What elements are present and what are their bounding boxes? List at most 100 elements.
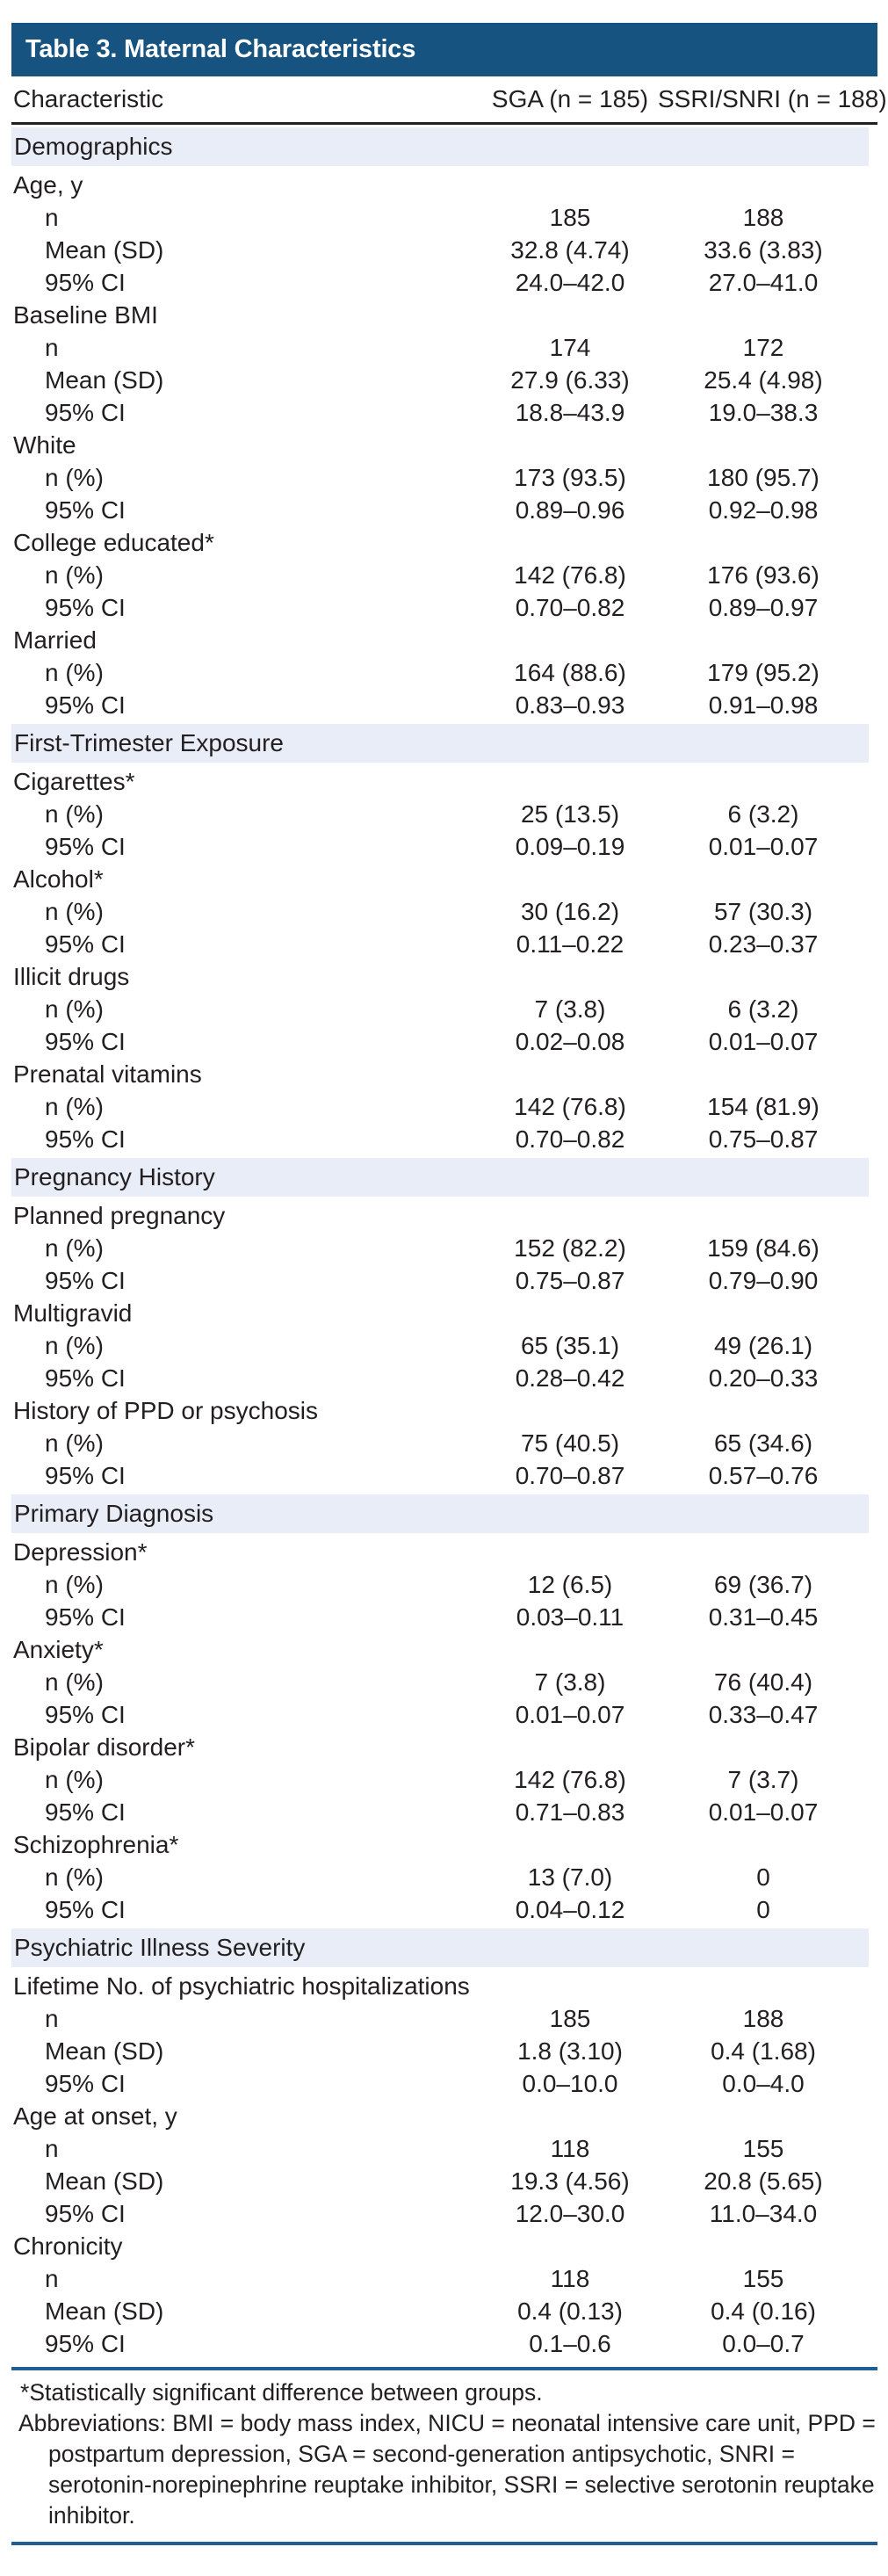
row-label: 95% CI bbox=[45, 2329, 126, 2357]
cell-value-sga: 142 (76.8) bbox=[514, 1765, 626, 1793]
table-row-group-label: Chronicity bbox=[11, 2230, 869, 2262]
cell-value-sga: 30 (16.2) bbox=[520, 897, 620, 925]
cell-value-ssri-snri: 69 (36.7) bbox=[713, 1570, 813, 1598]
table-title-bar: Table 3. Maternal Characteristics bbox=[11, 23, 877, 76]
table-row: n (%) 142 (76.8) 176 (93.6) bbox=[11, 559, 869, 591]
cell-value-ssri-snri: 0 bbox=[756, 1863, 770, 1891]
cell-value-sga: 0.0–10.0 bbox=[522, 2069, 618, 2097]
table-row: 95% CI 0.11–0.22 0.23–0.37 bbox=[11, 928, 869, 960]
row-label: 95% CI bbox=[45, 398, 126, 426]
column-header-ssri-snri: SSRI/SNRI (n = 188) bbox=[658, 85, 887, 112]
table-row: Mean (SD) 0.4 (0.13) 0.4 (0.16) bbox=[11, 2295, 869, 2327]
cell-value-ssri-snri: 11.0–34.0 bbox=[709, 2199, 818, 2227]
table-row: n (%) 25 (13.5) 6 (3.2) bbox=[11, 798, 869, 830]
cell-value-ssri-snri: 7 (3.7) bbox=[727, 1765, 799, 1793]
cell-value-ssri-snri: 179 (95.2) bbox=[707, 658, 819, 686]
cell-value-sga: 18.8–43.9 bbox=[515, 398, 625, 426]
table-row: 95% CI 0.89–0.96 0.92–0.98 bbox=[11, 494, 869, 526]
table-row: n (%) 173 (93.5) 180 (95.7) bbox=[11, 461, 869, 494]
row-label: 95% CI bbox=[45, 1895, 126, 1923]
cell-value-sga: 0.83–0.93 bbox=[515, 691, 625, 719]
cell-value-sga: 0.01–0.07 bbox=[515, 1700, 625, 1728]
row-label: 95% CI bbox=[45, 2069, 126, 2097]
cell-value-ssri-snri: 19.0–38.3 bbox=[708, 398, 819, 426]
cell-value-ssri-snri: 154 (81.9) bbox=[707, 1092, 819, 1120]
table-row-group-label: Planned pregnancy bbox=[11, 1199, 869, 1232]
table-row: n 118 155 bbox=[11, 2132, 869, 2165]
row-label: Age at onset, y bbox=[13, 2102, 177, 2130]
table-row: n (%) 65 (35.1) 49 (26.1) bbox=[11, 1329, 869, 1362]
row-label: n (%) bbox=[45, 1234, 104, 1262]
section-header-row: Primary Diagnosis bbox=[11, 1494, 869, 1533]
footnote-significance: *Statistically significant difference be… bbox=[20, 2379, 543, 2406]
cell-value-sga: 0.70–0.87 bbox=[515, 1461, 625, 1489]
table-row-group-label: Depression* bbox=[11, 1536, 869, 1568]
cell-value-sga: 32.8 (4.74) bbox=[510, 235, 630, 264]
cell-value-sga: 164 (88.6) bbox=[514, 658, 626, 686]
cell-value-ssri-snri: 176 (93.6) bbox=[707, 561, 819, 589]
row-label: 95% CI bbox=[45, 1027, 126, 1055]
table-row: n (%) 142 (76.8) 7 (3.7) bbox=[11, 1763, 869, 1796]
cell-value-ssri-snri: 0.20–0.33 bbox=[708, 1364, 819, 1392]
cell-value-sga: 1.8 (3.10) bbox=[517, 2037, 623, 2065]
table-row-group-label: Anxiety* bbox=[11, 1633, 869, 1666]
row-label: n bbox=[45, 2264, 59, 2292]
row-label: Mean (SD) bbox=[45, 2167, 164, 2195]
cell-value-ssri-snri: 0.23–0.37 bbox=[708, 930, 819, 958]
table-column-header-row: Characteristic SGA (n = 185) SSRI/SNRI (… bbox=[11, 76, 887, 125]
row-label: Alcohol* bbox=[13, 865, 104, 893]
cell-value-sga: 12.0–30.0 bbox=[515, 2199, 625, 2227]
cell-value-sga: 0.70–0.82 bbox=[515, 1125, 625, 1153]
section-header-label: First-Trimester Exposure bbox=[14, 729, 285, 756]
cell-value-sga: 0.02–0.08 bbox=[515, 1027, 625, 1055]
cell-value-sga: 25 (13.5) bbox=[520, 800, 620, 828]
table-row-group-label: Baseline BMI bbox=[11, 299, 869, 331]
table-row: 95% CI 0.01–0.07 0.33–0.47 bbox=[11, 1698, 869, 1731]
cell-value-sga: 0.75–0.87 bbox=[515, 1266, 625, 1294]
cell-value-ssri-snri: 49 (26.1) bbox=[713, 1331, 813, 1359]
row-label: 95% CI bbox=[45, 832, 126, 860]
column-header-characteristic: Characteristic bbox=[13, 85, 164, 112]
table-row: 95% CI 0.70–0.82 0.89–0.97 bbox=[11, 591, 869, 624]
cell-value-ssri-snri: 0.0–4.0 bbox=[722, 2069, 805, 2097]
table-row: 95% CI 0.0–10.0 0.0–4.0 bbox=[11, 2067, 869, 2100]
row-label: n bbox=[45, 2004, 59, 2032]
cell-value-ssri-snri: 188 bbox=[742, 2004, 784, 2032]
cell-value-ssri-snri: 155 bbox=[742, 2264, 784, 2292]
table-row: 95% CI 0.75–0.87 0.79–0.90 bbox=[11, 1264, 869, 1297]
table-row: n (%) 142 (76.8) 154 (81.9) bbox=[11, 1090, 869, 1123]
row-label: n (%) bbox=[45, 1331, 104, 1359]
row-label: Age, y bbox=[13, 170, 83, 199]
table-row: n (%) 30 (16.2) 57 (30.3) bbox=[11, 895, 869, 928]
cell-value-ssri-snri: 180 (95.7) bbox=[707, 463, 819, 491]
section-header-row: Pregnancy History bbox=[11, 1158, 869, 1197]
table-row: 95% CI 0.70–0.87 0.57–0.76 bbox=[11, 1459, 869, 1492]
row-label: Mean (SD) bbox=[45, 2037, 164, 2065]
table-row-group-label: Cigarettes* bbox=[11, 765, 869, 798]
row-label: n (%) bbox=[45, 995, 104, 1023]
cell-value-sga: 13 (7.0) bbox=[527, 1863, 613, 1891]
cell-value-ssri-snri: 20.8 (5.65) bbox=[704, 2167, 823, 2195]
cell-value-ssri-snri: 155 bbox=[742, 2134, 784, 2162]
table-row-group-label: Illicit drugs bbox=[11, 960, 869, 993]
row-label: 95% CI bbox=[45, 1364, 126, 1392]
cell-value-sga: 65 (35.1) bbox=[520, 1331, 620, 1359]
row-label: 95% CI bbox=[45, 268, 126, 296]
table-end-rule bbox=[11, 2367, 877, 2370]
row-label: Planned pregnancy bbox=[13, 1201, 226, 1229]
cell-value-ssri-snri: 0.01–0.07 bbox=[708, 832, 819, 860]
row-label: n bbox=[45, 203, 59, 231]
row-label: 95% CI bbox=[45, 1700, 126, 1728]
table-row: 95% CI 0.03–0.11 0.31–0.45 bbox=[11, 1601, 869, 1633]
cell-value-ssri-snri: 0 bbox=[756, 1895, 770, 1923]
cell-value-sga: 27.9 (6.33) bbox=[510, 365, 630, 394]
table-row-group-label: Schizophrenia* bbox=[11, 1828, 869, 1861]
table-row: n (%) 152 (82.2) 159 (84.6) bbox=[11, 1232, 869, 1264]
cell-value-ssri-snri: 0.79–0.90 bbox=[708, 1266, 819, 1294]
table-row: 95% CI 0.83–0.93 0.91–0.98 bbox=[11, 689, 869, 721]
cell-value-ssri-snri: 6 (3.2) bbox=[727, 800, 799, 828]
row-label: n (%) bbox=[45, 897, 104, 925]
cell-value-sga: 0.1–0.6 bbox=[529, 2329, 611, 2357]
cell-value-ssri-snri: 0.33–0.47 bbox=[708, 1700, 819, 1728]
